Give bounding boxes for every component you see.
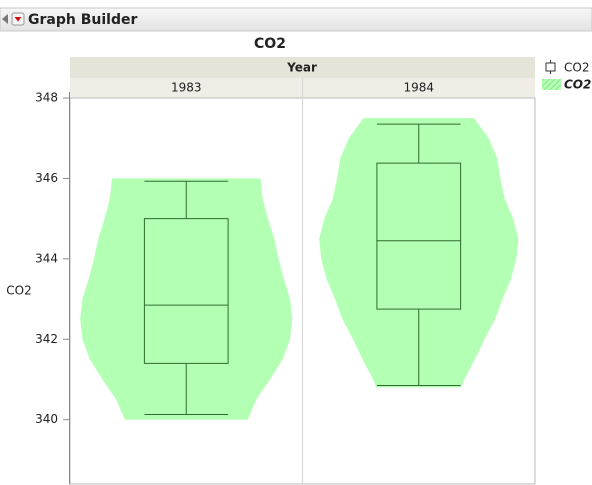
collapse-icon[interactable] xyxy=(2,14,8,24)
menu-arrow xyxy=(14,17,22,22)
violin xyxy=(80,178,293,420)
box xyxy=(376,162,462,310)
y-tick-label: 348 xyxy=(35,91,58,105)
category-label: 1984 xyxy=(403,81,434,95)
header-bar xyxy=(0,7,592,32)
y-tick-label: 340 xyxy=(35,412,58,426)
violin xyxy=(319,118,519,388)
legend-box-icon xyxy=(545,62,556,72)
chart-title: CO2 xyxy=(254,36,286,52)
legend-label: CO2 xyxy=(564,61,589,75)
box xyxy=(143,218,229,364)
y-tick-label: 342 xyxy=(35,332,58,346)
group-label: Year xyxy=(286,61,317,75)
y-tick-label: 346 xyxy=(35,171,58,185)
legend-violin-swatch xyxy=(542,79,561,90)
y-tick-label: 344 xyxy=(35,251,58,265)
group-header xyxy=(70,57,535,78)
window-title: Graph Builder xyxy=(28,12,137,28)
y-axis-label: CO2 xyxy=(6,284,31,298)
legend-label: CO2 xyxy=(564,78,591,92)
category-label: 1983 xyxy=(171,81,202,95)
